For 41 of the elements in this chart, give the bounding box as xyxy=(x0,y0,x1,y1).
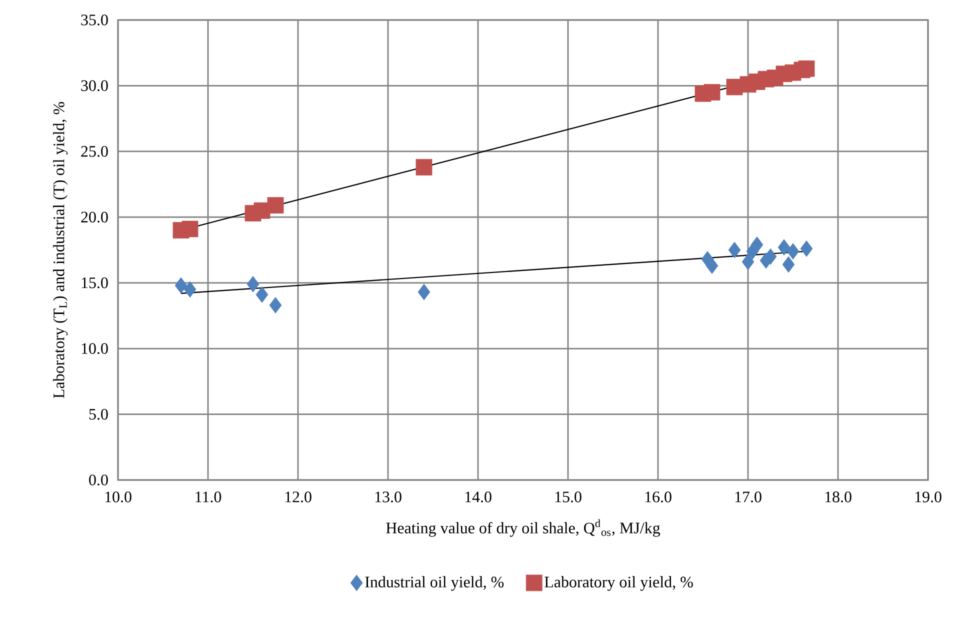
x-tick-label: 12.0 xyxy=(285,492,312,502)
point xyxy=(256,286,268,303)
point xyxy=(706,258,718,274)
y-axis-title: Laboratory (T$_{L}$) and industrial (T) oil yield, % xyxy=(53,102,68,398)
point xyxy=(418,284,430,300)
point xyxy=(786,243,800,260)
point xyxy=(174,277,188,294)
x-axis-title: Heating value of dry oil shale, Q$^{d}$$_{os}$, MJ/kg xyxy=(386,519,660,537)
point xyxy=(184,281,196,298)
y-tick-label: 15.0 xyxy=(82,277,108,288)
point xyxy=(246,276,260,292)
y-tick-label: 30.0 xyxy=(81,80,108,92)
x-tick-label: 11.0 xyxy=(196,492,222,502)
point xyxy=(269,297,282,314)
point xyxy=(800,240,813,257)
point xyxy=(267,197,284,214)
x-tick-label: 18.0 xyxy=(825,492,852,502)
x-tick-label: 13.0 xyxy=(375,492,402,502)
x-tick-label: 10.0 xyxy=(105,492,132,502)
legend-label: Laboratory oil yield, % xyxy=(544,576,693,591)
y-tick-label: 35.0 xyxy=(81,14,108,26)
point xyxy=(778,239,790,256)
point xyxy=(704,84,720,100)
x-tick-label: 17.0 xyxy=(735,492,762,502)
y-tick-label: 25.0 xyxy=(81,146,108,157)
point xyxy=(750,236,764,253)
y-tick-label: 10.0 xyxy=(82,343,108,354)
point xyxy=(182,220,198,238)
point xyxy=(416,158,432,176)
y-tick-label: 0.0 xyxy=(89,474,108,486)
y-tick-label: 20.0 xyxy=(81,212,108,223)
point xyxy=(782,256,795,273)
point xyxy=(742,254,754,270)
x-tick-label: 19.0 xyxy=(915,492,942,502)
point xyxy=(728,242,741,258)
y-tick-label: 5.0 xyxy=(89,408,108,420)
legend-label: Industrial oil yield, % xyxy=(365,576,504,591)
point xyxy=(798,60,815,77)
x-tick-label: 14.0 xyxy=(465,492,492,502)
x-tick-label: 16.0 xyxy=(645,492,672,502)
x-tick-label: 15.0 xyxy=(555,492,582,502)
